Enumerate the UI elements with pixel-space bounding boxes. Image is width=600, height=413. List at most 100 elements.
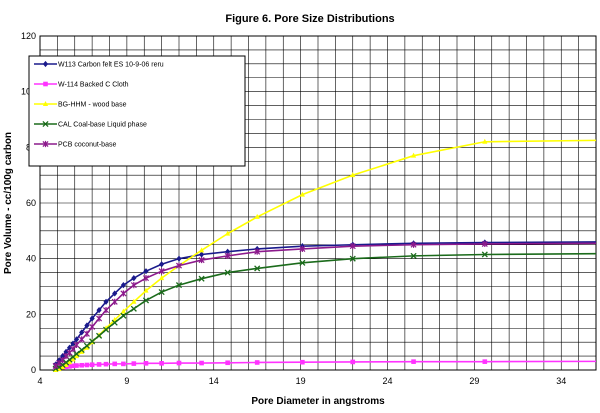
data-point xyxy=(111,319,118,326)
data-point xyxy=(78,336,85,343)
data-point xyxy=(96,332,103,339)
legend-entry: W113 Carbon felt ES 10-9-06 reru xyxy=(34,60,164,69)
y-tick-label: 20 xyxy=(26,309,36,319)
data-point xyxy=(103,298,109,305)
data-point xyxy=(120,308,126,314)
plot-frame xyxy=(39,35,597,371)
data-point xyxy=(349,255,356,262)
data-point xyxy=(482,138,488,144)
data-point xyxy=(131,298,137,304)
data-point xyxy=(79,329,85,336)
y-axis-title: Pore Volume - cc/100g carbon xyxy=(3,132,14,274)
data-point xyxy=(175,282,183,289)
legend-marker xyxy=(42,60,49,68)
legend-entry: BG-HHM - wood base xyxy=(34,101,127,109)
data-point xyxy=(89,338,96,345)
data-point xyxy=(84,322,90,329)
x-tick-label: 9 xyxy=(124,376,129,386)
data-point xyxy=(96,315,103,322)
data-point xyxy=(198,251,205,258)
data-point xyxy=(198,256,205,264)
series-2 xyxy=(53,359,597,371)
data-point xyxy=(143,268,149,275)
data-point xyxy=(79,362,84,368)
data-point xyxy=(199,360,204,366)
legend-marker xyxy=(42,101,49,106)
data-point xyxy=(159,261,165,268)
data-point xyxy=(73,341,80,349)
data-point xyxy=(103,361,109,367)
data-point xyxy=(350,172,356,178)
series-4 xyxy=(52,251,597,372)
data-point xyxy=(159,275,165,281)
data-point xyxy=(121,361,126,367)
legend-marker xyxy=(42,140,49,148)
data-point xyxy=(142,275,150,282)
x-tick-label: 24 xyxy=(382,376,392,386)
data-point xyxy=(411,359,416,364)
data-point xyxy=(254,360,260,365)
data-point xyxy=(300,359,305,365)
legend-label: CAL Coal-base Liquid phase xyxy=(58,122,147,129)
data-point xyxy=(73,353,80,359)
data-point xyxy=(176,360,182,366)
y-tick-label: 120 xyxy=(21,31,36,41)
data-point xyxy=(299,259,306,266)
data-point xyxy=(70,363,76,369)
legend: W113 Carbon felt ES 10-9-06 reru W-114 Ba… xyxy=(28,55,246,167)
legend-label: PCB coconut-base xyxy=(58,142,116,149)
data-point xyxy=(112,361,118,367)
data-point xyxy=(350,359,356,365)
data-point xyxy=(96,307,102,314)
data-point xyxy=(410,152,417,158)
data-point xyxy=(482,359,488,364)
data-point xyxy=(70,356,76,362)
legend-entry: CAL Coal-base Liquid phase xyxy=(34,120,147,129)
data-point xyxy=(225,230,231,236)
x-tick-label: 29 xyxy=(469,376,479,386)
x-tick-label: 14 xyxy=(209,376,219,386)
data-point xyxy=(158,268,165,275)
legend-box xyxy=(28,55,246,167)
data-point xyxy=(349,243,356,250)
data-point xyxy=(84,362,90,368)
data-point xyxy=(111,298,118,305)
data-point xyxy=(79,348,85,354)
data-point xyxy=(130,282,137,289)
series-3 xyxy=(53,138,597,372)
data-point xyxy=(299,245,306,253)
data-point xyxy=(74,363,79,368)
data-point xyxy=(254,248,261,255)
x-tick-label: 4 xyxy=(37,376,42,386)
data-point xyxy=(130,305,137,312)
data-point xyxy=(481,240,488,248)
data-point xyxy=(120,282,126,289)
data-point xyxy=(410,252,417,259)
data-point xyxy=(254,213,260,219)
data-point xyxy=(143,361,149,366)
legend-label: W-114 Backed C Cloth xyxy=(58,82,129,89)
series-line xyxy=(55,139,597,371)
data-point xyxy=(158,289,165,296)
data-point xyxy=(89,315,95,322)
data-point xyxy=(481,251,488,258)
data-point xyxy=(131,361,137,366)
data-point xyxy=(198,247,205,253)
x-axis-title: Pore Diameter in angstroms xyxy=(251,396,385,407)
data-point xyxy=(225,360,230,366)
series-5 xyxy=(52,240,597,369)
legend-label: W113 Carbon felt ES 10-9-06 reru xyxy=(58,62,164,69)
series-line xyxy=(55,252,597,370)
data-point xyxy=(89,323,96,330)
data-point xyxy=(112,290,118,297)
data-point xyxy=(225,248,231,255)
data-point xyxy=(175,262,183,269)
legend-label: BG-HHM - wood base xyxy=(58,102,127,109)
chart-title: Figure 6. Pore Size Distributions xyxy=(225,13,394,25)
y-tick-label: 100 xyxy=(21,87,36,97)
data-point xyxy=(120,290,127,297)
y-tick-label: 60 xyxy=(26,198,36,208)
series-line xyxy=(55,360,597,370)
data-point xyxy=(198,275,205,282)
data-point xyxy=(103,307,110,314)
